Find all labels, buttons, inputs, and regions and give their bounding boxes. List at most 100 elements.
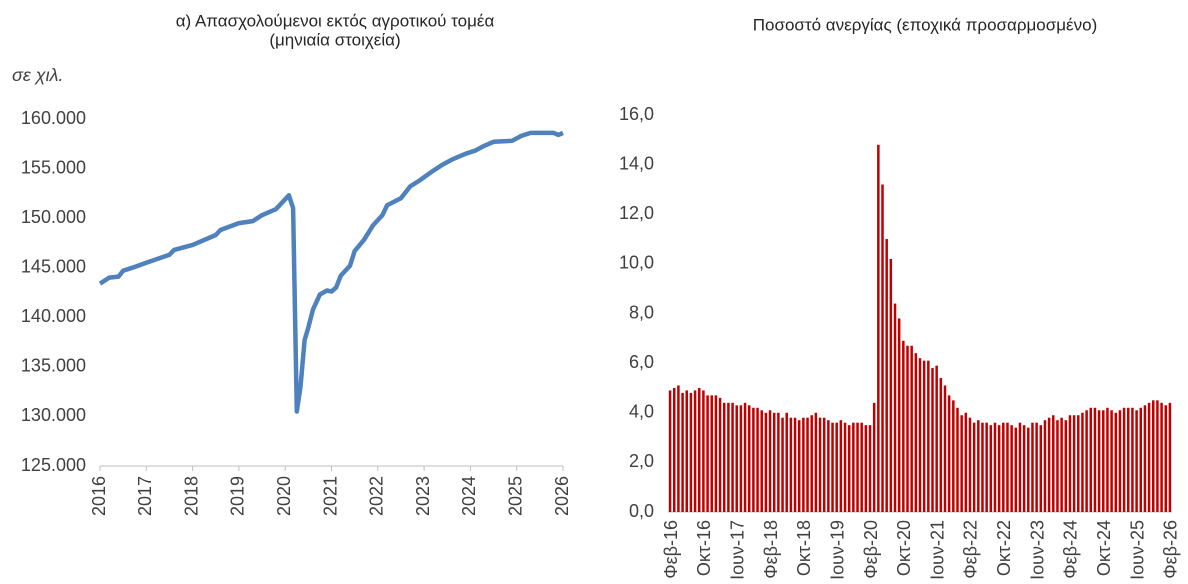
bar <box>668 390 672 512</box>
bar <box>1081 412 1084 512</box>
bar <box>1031 422 1034 512</box>
bar <box>731 402 734 512</box>
y-tick-label: 130.000 <box>21 405 86 425</box>
bar <box>706 395 709 512</box>
bar <box>768 410 772 512</box>
bar <box>1052 415 1055 512</box>
x-tick-label: Ιουν-21 <box>927 520 947 580</box>
y-tick-label: 6,0 <box>629 352 654 372</box>
bar <box>756 407 759 512</box>
bar <box>1064 420 1068 512</box>
bar <box>960 415 963 512</box>
bar <box>693 390 697 512</box>
bar <box>906 345 909 512</box>
x-tick-label: Οκτ-22 <box>994 520 1014 576</box>
y-tick-label: 125.000 <box>21 455 86 475</box>
bar <box>922 360 926 512</box>
bar <box>714 395 718 512</box>
x-tick-label: Φεβ-18 <box>761 520 781 579</box>
bar <box>764 412 768 512</box>
bar <box>1039 425 1043 512</box>
bar <box>1135 410 1138 512</box>
y-tick-label: 12,0 <box>619 203 654 223</box>
bar <box>885 239 888 512</box>
chart-title: Ποσοστό ανεργίας (εποχικά προσαρμοσμένο) <box>753 15 1098 34</box>
bar <box>727 402 730 512</box>
bar <box>752 407 755 512</box>
bar <box>931 368 934 512</box>
bar <box>814 412 818 512</box>
x-tick-label: 2017 <box>135 476 155 516</box>
x-tick-label: 2026 <box>552 476 572 516</box>
x-tick-label: Ιουν-23 <box>1027 520 1047 580</box>
bar <box>1122 407 1126 512</box>
bar <box>897 318 901 512</box>
bar <box>743 402 747 512</box>
bar <box>718 397 722 512</box>
bar <box>1060 417 1063 512</box>
y-tick-label: 4,0 <box>629 402 654 422</box>
y-tick-label: 10,0 <box>619 253 654 273</box>
bar <box>797 420 801 512</box>
bar <box>914 353 918 512</box>
bar <box>1106 407 1109 512</box>
bar <box>672 387 676 512</box>
x-tick-label: 2025 <box>505 476 525 516</box>
bar <box>1168 402 1172 512</box>
bar <box>722 402 726 512</box>
bar <box>827 420 830 512</box>
bar <box>702 390 705 512</box>
bar <box>760 410 763 512</box>
y-tick-label: 155.000 <box>21 157 86 177</box>
bar <box>1164 405 1168 512</box>
bar <box>1156 400 1159 512</box>
bar <box>977 420 980 512</box>
bar <box>1010 425 1013 512</box>
x-tick-label: 2020 <box>274 476 294 516</box>
y-tick-label: 8,0 <box>629 302 654 322</box>
bar <box>781 417 784 512</box>
bar <box>1014 427 1018 512</box>
bar <box>1160 402 1163 512</box>
bar <box>993 422 997 512</box>
bar <box>889 258 893 512</box>
bar <box>1089 407 1093 512</box>
y-tick-label: 160.000 <box>21 108 86 128</box>
bar <box>964 412 968 512</box>
y-tick-label: 16,0 <box>619 104 654 124</box>
bar <box>989 425 993 512</box>
x-tick-label: Φεβ-16 <box>661 520 681 579</box>
x-tick-label: 2022 <box>367 476 387 516</box>
x-tick-label: 2023 <box>413 476 433 516</box>
x-tick-label: Φεβ-24 <box>1061 520 1081 579</box>
bar <box>902 340 905 512</box>
bar <box>877 144 880 512</box>
bar <box>1139 407 1143 512</box>
bar <box>839 420 843 512</box>
bar <box>1022 425 1026 512</box>
x-tick-label: Φεβ-26 <box>1161 520 1181 579</box>
bar <box>1002 422 1005 512</box>
bar <box>1147 402 1151 512</box>
bar <box>710 395 713 512</box>
bar <box>739 405 743 512</box>
y-tick-label: 14,0 <box>619 153 654 173</box>
bar <box>772 412 776 512</box>
y-axis-label: σε χιλ. <box>12 65 63 85</box>
bar <box>927 360 930 512</box>
bar <box>981 422 984 512</box>
x-tick-label: Ιουν-19 <box>827 520 847 580</box>
bar <box>956 407 959 512</box>
bar <box>1006 422 1009 512</box>
bar <box>939 378 943 512</box>
x-tick-label: 2021 <box>320 476 340 516</box>
y-tick-label: 150.000 <box>21 207 86 227</box>
bar <box>843 422 847 512</box>
y-tick-label: 2,0 <box>629 451 654 471</box>
bar <box>1056 420 1059 512</box>
x-tick-label: Φεβ-20 <box>861 520 881 579</box>
bar <box>677 385 680 512</box>
bar <box>747 405 751 512</box>
bar <box>852 422 855 512</box>
